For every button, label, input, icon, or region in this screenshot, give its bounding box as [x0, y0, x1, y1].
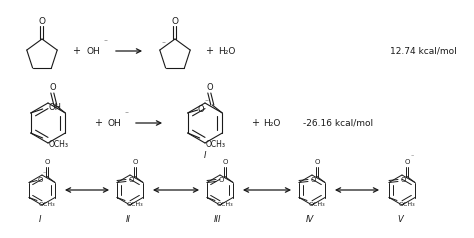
Text: O: O [222, 159, 228, 165]
Text: O: O [38, 16, 46, 25]
Text: H₂O: H₂O [264, 119, 281, 128]
Text: O: O [44, 159, 50, 165]
Text: OCH₃: OCH₃ [309, 203, 326, 208]
Text: OCH₃: OCH₃ [399, 203, 416, 208]
Text: H₂O: H₂O [219, 46, 236, 55]
Text: I: I [39, 215, 41, 224]
Text: O: O [198, 105, 204, 114]
Text: ⁻: ⁻ [162, 39, 166, 48]
Text: O: O [38, 178, 44, 183]
Text: O: O [132, 159, 137, 165]
Text: +: + [94, 118, 102, 128]
Text: OH: OH [86, 46, 100, 55]
Text: ⁻: ⁻ [411, 155, 414, 160]
Text: II: II [126, 215, 130, 224]
Text: ⁻: ⁻ [43, 173, 46, 178]
Text: OCH₃: OCH₃ [49, 140, 69, 149]
Text: OH: OH [49, 104, 62, 113]
Text: III: III [214, 215, 222, 224]
Text: O: O [401, 178, 406, 183]
Text: -26.16 kcal/mol: -26.16 kcal/mol [303, 119, 373, 128]
Text: +: + [72, 46, 80, 56]
Text: +: + [205, 46, 213, 56]
Text: V: V [397, 215, 403, 224]
Text: OCH₃: OCH₃ [206, 140, 226, 149]
Text: ⁻: ⁻ [124, 109, 128, 118]
Text: O: O [314, 159, 319, 165]
Text: ⁻: ⁻ [103, 37, 107, 46]
Text: +: + [251, 118, 259, 128]
Text: O: O [404, 159, 410, 165]
Text: I: I [204, 150, 206, 159]
Text: O: O [219, 178, 224, 183]
Text: ⁻: ⁻ [205, 97, 209, 106]
Text: O: O [49, 84, 55, 93]
Text: OH: OH [107, 119, 121, 128]
Text: IV: IV [306, 215, 314, 224]
Text: O: O [206, 84, 213, 93]
Text: 12.74 kcal/mol: 12.74 kcal/mol [390, 46, 457, 55]
Text: O: O [311, 178, 316, 183]
Text: OCH₃: OCH₃ [217, 203, 234, 208]
Text: O: O [172, 16, 179, 25]
Text: O: O [129, 178, 135, 183]
Text: OCH₃: OCH₃ [39, 203, 55, 208]
Text: OCH₃: OCH₃ [127, 203, 144, 208]
